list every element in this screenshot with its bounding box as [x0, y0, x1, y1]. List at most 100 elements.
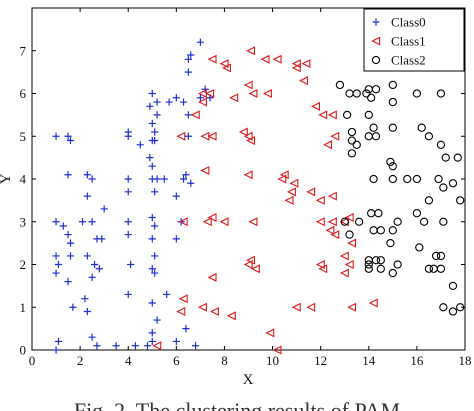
y-axis-label: Y — [0, 173, 14, 184]
class1-point — [272, 54, 282, 64]
class1-point — [327, 110, 337, 120]
class2-point — [434, 174, 443, 184]
class2-point — [393, 217, 402, 226]
class2-point — [374, 209, 383, 218]
class1-point — [339, 251, 349, 261]
class1-point — [327, 217, 337, 227]
class2-point — [424, 264, 434, 273]
class1-point — [306, 302, 316, 312]
y-tick-label: 6 — [20, 86, 27, 101]
class1-point — [291, 59, 301, 69]
x-tick-label: 2 — [77, 353, 84, 368]
class1-point — [243, 170, 253, 180]
class0-point — [83, 252, 91, 260]
class1-point — [226, 311, 236, 321]
class0-point — [148, 337, 156, 346]
class2-point — [439, 217, 448, 226]
class0-point — [64, 278, 72, 286]
class0-point — [52, 132, 60, 140]
class2-point — [386, 157, 395, 167]
y-tick-label: 2 — [20, 257, 27, 272]
class0-point — [88, 175, 96, 183]
class0-point — [151, 136, 159, 145]
legend-marker-class1 — [371, 36, 381, 46]
class2-point — [403, 174, 412, 184]
legend-label-class0: Class0 — [391, 15, 426, 30]
class1-point — [209, 307, 219, 317]
class0-point — [95, 265, 103, 273]
class1-point — [344, 260, 354, 269]
class1-point — [301, 59, 311, 69]
class2-point — [436, 89, 446, 98]
x-tick-label: 6 — [173, 353, 180, 368]
class1-point — [219, 59, 229, 69]
class0-point — [54, 337, 63, 346]
class2-point — [388, 123, 397, 132]
class2-point — [424, 132, 434, 141]
class0-point — [88, 273, 96, 281]
class0-point — [153, 316, 161, 324]
class0-point — [201, 85, 209, 93]
class0-point — [179, 175, 188, 183]
class0-point — [88, 333, 96, 341]
class2-point — [424, 196, 434, 205]
class2-point — [417, 123, 426, 132]
class2-point — [456, 196, 465, 205]
class2-point — [352, 89, 361, 98]
class2-point — [340, 217, 349, 226]
class0-point — [52, 252, 60, 260]
class0-point — [64, 171, 72, 179]
class0-point — [131, 342, 140, 350]
class1-point — [330, 131, 340, 141]
class1-point — [178, 217, 188, 227]
figure-caption: Fig. 2. The clustering results of PAM — [74, 398, 400, 411]
class1-point — [289, 178, 299, 188]
class2-point — [436, 251, 446, 261]
class1-point — [178, 294, 188, 304]
class1-point — [347, 238, 357, 248]
class0-point — [124, 218, 132, 226]
class1-point — [152, 341, 162, 351]
class1-point — [176, 131, 186, 141]
class0-point — [196, 94, 204, 102]
class2-point — [347, 149, 357, 158]
class1-point — [286, 187, 296, 197]
class0-point — [151, 188, 159, 196]
class1-point — [330, 230, 340, 240]
class2-point — [371, 85, 381, 94]
class1-point — [339, 268, 349, 278]
class1-point — [347, 302, 357, 312]
class2-point — [347, 127, 357, 137]
class0-point — [59, 222, 67, 230]
class2-point — [335, 80, 345, 90]
class1-point — [229, 93, 239, 103]
class1-point — [207, 272, 217, 282]
x-tick-label: 18 — [459, 353, 472, 368]
legend-box — [363, 8, 465, 72]
class2-point — [439, 183, 448, 192]
class2-point — [364, 110, 373, 120]
class1-point — [306, 187, 316, 197]
y-tick-label: 7 — [20, 43, 27, 58]
class2-point — [342, 110, 352, 120]
class1-point — [311, 101, 321, 111]
class1-point — [246, 136, 256, 146]
legend-label-class2: Class2 — [391, 53, 426, 68]
class1-point — [291, 302, 301, 312]
data-marks — [52, 38, 465, 355]
class2-point — [436, 140, 446, 149]
class1-point — [176, 307, 186, 317]
class1-point — [207, 54, 217, 64]
class1-point — [248, 217, 258, 227]
class0-point — [172, 94, 180, 102]
class2-point — [388, 97, 397, 107]
class1-point — [248, 89, 258, 98]
class0-point — [146, 102, 154, 110]
class2-point — [364, 132, 373, 141]
series-class0 — [52, 38, 214, 354]
x-tick-label: 4 — [125, 353, 132, 368]
class2-point — [412, 89, 422, 98]
class0-point — [187, 179, 195, 187]
